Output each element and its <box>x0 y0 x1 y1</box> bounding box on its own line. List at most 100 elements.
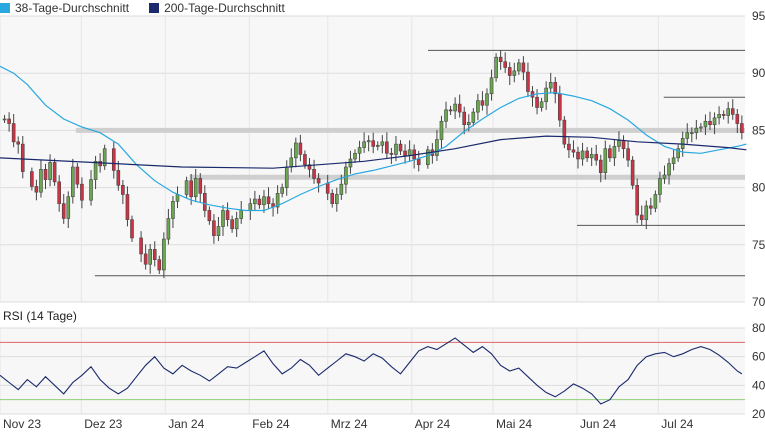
x-axis-label: Jun 24 <box>580 417 616 430</box>
x-axis-label: Dez 23 <box>84 417 122 430</box>
candle-body <box>143 253 148 265</box>
rsi-tick-label: 60 <box>752 350 765 364</box>
candle-body <box>294 142 298 159</box>
candle-body <box>471 111 476 123</box>
legend-swatch-ma200 <box>149 3 160 13</box>
candle-body <box>225 210 230 220</box>
candle-body <box>712 117 717 125</box>
candle-body <box>230 219 234 230</box>
candle-body <box>189 180 193 198</box>
legend-swatch-ma38 <box>0 3 10 13</box>
candle-body <box>494 56 498 79</box>
candle-body <box>43 168 48 180</box>
candle-body <box>426 149 430 166</box>
candle-body <box>740 123 744 133</box>
candle-body <box>444 109 448 122</box>
candle-body <box>439 120 444 140</box>
candle-body <box>667 163 671 176</box>
candle-body <box>148 249 152 265</box>
candle-body <box>303 154 307 166</box>
candle-body <box>221 210 225 227</box>
candle-body <box>175 194 180 202</box>
candle-body <box>562 119 567 145</box>
candle-body <box>130 219 134 239</box>
candle-body <box>7 118 11 124</box>
candle-body <box>34 186 39 193</box>
candle-body <box>435 139 439 156</box>
x-axis-label: Jul 24 <box>661 417 693 430</box>
candle-body <box>612 146 617 159</box>
candle-body <box>371 140 376 147</box>
candle-body <box>61 203 66 219</box>
candle-body <box>375 144 380 147</box>
candle-body <box>448 109 453 112</box>
x-axis-label: Nov 23 <box>3 417 41 430</box>
legend-item-ma200: 200-Tage-Durchschnitt <box>149 1 285 15</box>
legend-label-ma38: 38-Tage-Durchschnitt <box>15 1 130 15</box>
candle-body <box>653 194 658 209</box>
candle-body <box>239 210 244 219</box>
candle-body <box>166 218 171 240</box>
candle-body <box>394 143 398 155</box>
price-tick-label: 95 <box>752 9 765 23</box>
x-axis-label: Apr 24 <box>415 417 451 430</box>
candle-body <box>617 140 621 147</box>
candle-body <box>16 141 21 145</box>
candle-body <box>585 150 589 159</box>
rsi-tick-label: 40 <box>752 378 765 392</box>
candle-body <box>48 162 52 180</box>
candle-body <box>20 143 25 172</box>
candle-body <box>603 148 608 174</box>
price-tick-label: 75 <box>752 238 765 252</box>
candle-body <box>385 141 389 154</box>
candle-body <box>526 71 530 92</box>
candle-body <box>548 82 553 89</box>
candle-body <box>589 154 594 159</box>
candle-body <box>116 170 121 186</box>
candle-body <box>598 159 603 174</box>
candle-body <box>503 61 507 68</box>
candle-body <box>111 148 116 171</box>
candle-body <box>485 93 489 106</box>
price-tick-label: 85 <box>752 123 765 137</box>
candle-body <box>726 108 731 116</box>
candle-body <box>621 140 626 150</box>
legend-label-ma200: 200-Tage-Durchschnitt <box>164 1 285 15</box>
candle-body <box>507 67 512 76</box>
candle-body <box>30 171 34 187</box>
candle-body <box>75 166 80 185</box>
candle-body <box>512 70 517 76</box>
candle-body <box>339 183 344 195</box>
candle-body <box>93 160 98 180</box>
candle-body <box>289 157 294 168</box>
candle-body <box>253 198 257 204</box>
candle-body <box>80 183 84 201</box>
candle-body <box>193 178 198 198</box>
candle-body <box>644 205 649 220</box>
candle-body <box>416 158 421 166</box>
candle-body <box>476 100 480 113</box>
candle-body <box>457 103 462 113</box>
candle-body <box>152 249 157 260</box>
chart-legend: 38-Tage-Durchschnitt 200-Tage-Durchschni… <box>0 1 285 15</box>
candle-body <box>571 149 576 153</box>
candle-body <box>544 87 548 103</box>
candle-body <box>234 218 239 230</box>
candle-body <box>157 259 162 271</box>
candle-body <box>630 159 635 186</box>
rsi-tick-label: 80 <box>752 321 765 335</box>
candle-body <box>671 157 676 164</box>
candle-body <box>89 179 93 201</box>
candle-body <box>257 198 262 206</box>
candle-body <box>662 174 667 179</box>
candle-body <box>649 205 653 209</box>
candle-body <box>280 187 284 194</box>
candle-body <box>480 100 485 106</box>
candle-body <box>639 214 644 220</box>
candle-body <box>139 237 143 255</box>
candle-body <box>325 182 330 194</box>
candle-body <box>248 203 253 211</box>
candle-body <box>307 164 312 170</box>
